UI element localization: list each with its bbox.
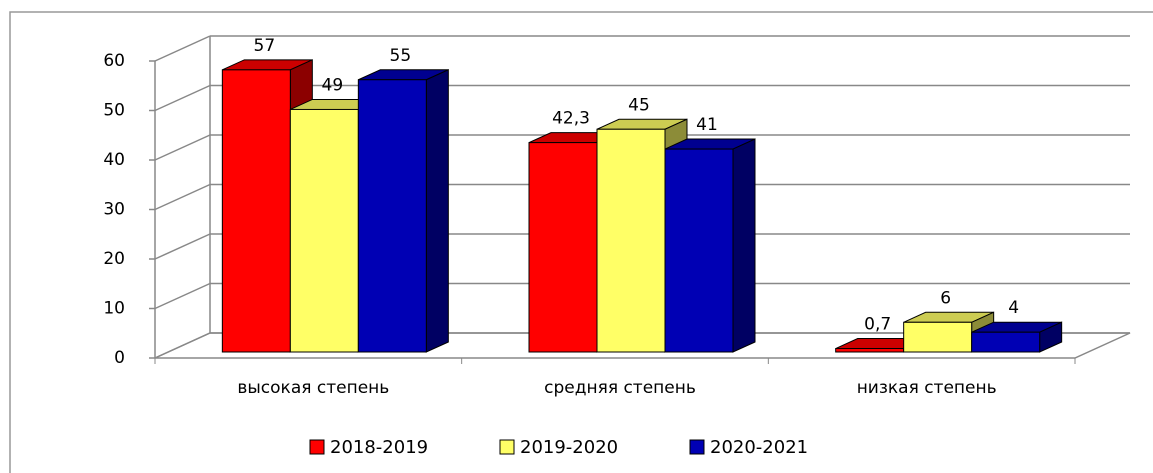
bar-side	[732, 138, 756, 353]
bar	[221, 69, 291, 353]
grid-line	[154, 183, 211, 211]
bar-side	[425, 68, 449, 353]
bar	[664, 148, 734, 353]
data-label: 41	[696, 115, 718, 135]
bar	[528, 142, 598, 353]
data-label: 45	[628, 95, 650, 115]
y-tick-label: 0	[114, 348, 125, 368]
legend-label: 2018-2019	[330, 437, 428, 458]
grid-line	[154, 282, 211, 310]
bar	[835, 348, 905, 353]
bar	[289, 108, 359, 353]
y-tick-label: 60	[103, 51, 125, 71]
y-tick-label: 10	[103, 299, 125, 319]
x-tick-label: высокая степень	[237, 378, 389, 398]
y-tick-label: 30	[103, 200, 125, 220]
bar	[596, 128, 666, 353]
chart-frame	[9, 11, 1153, 473]
grid-line	[154, 134, 211, 161]
x-tick-label: низкая степень	[857, 378, 997, 398]
bar	[971, 331, 1041, 353]
grid-line	[154, 332, 211, 359]
legend-swatch	[309, 439, 325, 455]
grid-line	[154, 84, 211, 112]
y-tick-label: 20	[103, 249, 125, 269]
legend-label: 2020-2021	[710, 437, 808, 458]
data-label: 0,7	[864, 315, 891, 335]
y-tick-label: 50	[103, 101, 125, 121]
data-label: 57	[254, 36, 276, 56]
legend-swatch	[499, 439, 515, 455]
grid-line	[154, 35, 211, 62]
data-label: 6	[940, 288, 951, 308]
bar	[903, 321, 973, 353]
legend-label: 2019-2020	[520, 437, 618, 458]
y-tick-label: 40	[103, 150, 125, 170]
x-tick-label: средняя степень	[544, 378, 696, 398]
data-label: 55	[390, 46, 412, 66]
bar	[357, 79, 427, 353]
grid-line	[154, 233, 211, 260]
legend-swatch	[689, 439, 705, 455]
data-label: 49	[322, 75, 344, 95]
data-label: 42,3	[552, 109, 590, 129]
data-label: 4	[1008, 298, 1019, 318]
